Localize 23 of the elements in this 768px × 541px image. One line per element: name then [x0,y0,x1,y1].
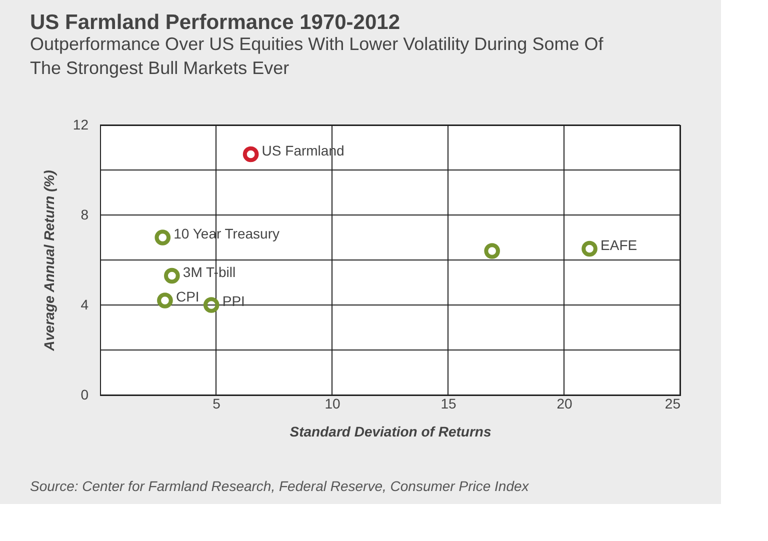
x-tick-label: 10 [324,396,340,412]
point [154,230,171,246]
point [157,292,173,308]
chart-title: US Farmland Performance 1970-2012 [30,11,400,34]
x-axis-title: Standard Deviation of Returns [290,424,492,440]
point [164,268,180,284]
annotation: CPI [176,288,200,304]
y-tick-label: 4 [80,296,89,312]
point [242,146,259,162]
x-tick-label: 15 [440,396,456,412]
y-tick-label: 8 [80,206,89,222]
point [203,297,220,313]
point [484,243,500,259]
x-tick-label: 25 [664,396,681,412]
annotation: EAFE [600,236,638,253]
source-note: Source: Center for Farmland Research, Federal Reserve, Consumer Price Index [30,478,530,494]
y-axis-title: Average Annual Return (%) [40,170,57,352]
x-tick-label: 5 [212,396,221,412]
y-tick-label: 12 [72,116,89,132]
y-tick-label: 0 [80,386,89,402]
chart-subtitle: Outperformance Over US Equities With Lower Volatility During Some Of The Strongest Bull Markets Ever [30,34,604,78]
x-tick-label: 20 [556,396,572,412]
point [582,240,598,257]
